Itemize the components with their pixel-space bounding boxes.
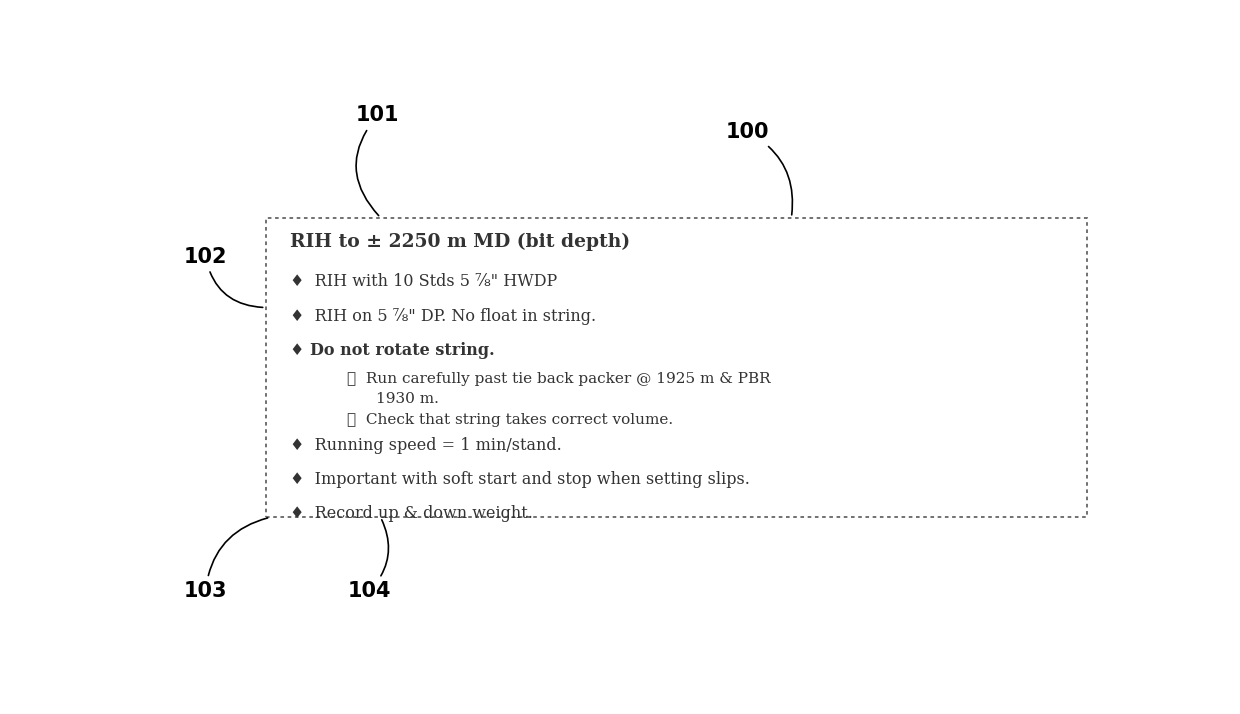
- Text: 1930 m.: 1930 m.: [376, 392, 439, 406]
- Text: 104: 104: [347, 520, 391, 601]
- Text: 103: 103: [184, 518, 268, 601]
- Text: Do not rotate string.: Do not rotate string.: [310, 341, 495, 358]
- FancyBboxPatch shape: [265, 218, 1087, 517]
- Text: ➢  Run carefully past tie back packer @ 1925 m & PBR: ➢ Run carefully past tie back packer @ 1…: [347, 372, 771, 386]
- Text: ♦  RIH on 5 ⅞" DP. No float in string.: ♦ RIH on 5 ⅞" DP. No float in string.: [290, 308, 595, 325]
- Text: 102: 102: [184, 246, 263, 308]
- Text: RIH to ± 2250 m MD (bit depth): RIH to ± 2250 m MD (bit depth): [290, 233, 630, 251]
- Text: 101: 101: [356, 106, 399, 216]
- Text: ♦  Record up & down weight.: ♦ Record up & down weight.: [290, 506, 532, 522]
- Text: ♦  RIH with 10 Stds 5 ⅞" HWDP: ♦ RIH with 10 Stds 5 ⅞" HWDP: [290, 273, 557, 291]
- Text: 100: 100: [725, 122, 792, 215]
- Text: ➢  Check that string takes correct volume.: ➢ Check that string takes correct volume…: [347, 413, 673, 427]
- Text: ♦: ♦: [290, 341, 314, 358]
- Text: ♦  Running speed = 1 min/stand.: ♦ Running speed = 1 min/stand.: [290, 437, 562, 454]
- Text: ♦  Important with soft start and stop when setting slips.: ♦ Important with soft start and stop whe…: [290, 471, 749, 488]
